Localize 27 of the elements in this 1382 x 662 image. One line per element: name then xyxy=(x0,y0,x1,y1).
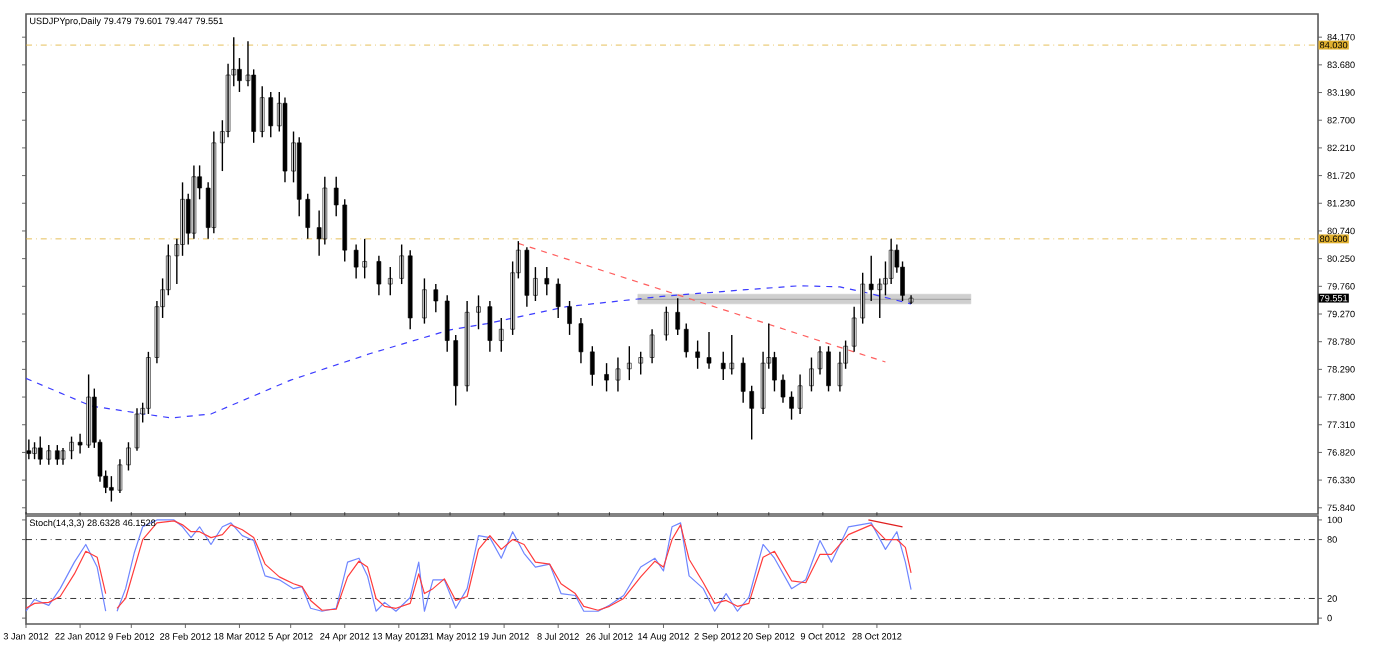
candlestick xyxy=(675,297,680,336)
candlestick xyxy=(604,362,609,393)
candlestick xyxy=(615,356,621,393)
candlestick xyxy=(60,447,66,466)
candlestick xyxy=(649,328,655,364)
candlestick xyxy=(638,351,644,376)
candlestick xyxy=(695,339,700,370)
candlestick xyxy=(683,322,689,359)
candlestick xyxy=(55,444,60,466)
candlestick xyxy=(590,345,595,387)
candlestick xyxy=(268,91,274,138)
candlestick xyxy=(37,435,43,466)
candlestick xyxy=(376,255,382,297)
candlestick xyxy=(476,294,481,330)
candlestick xyxy=(797,373,803,415)
candlestick xyxy=(567,300,572,336)
candlestick xyxy=(578,317,584,364)
candlestick xyxy=(399,243,404,285)
candlestick xyxy=(353,243,359,280)
candlestick xyxy=(664,305,669,342)
candlestick xyxy=(908,294,914,305)
candlestick xyxy=(544,266,550,297)
candlestick xyxy=(868,255,874,302)
candlestick xyxy=(706,331,712,370)
candlestick xyxy=(46,444,52,466)
candlestick xyxy=(387,266,393,297)
candlestick xyxy=(422,277,427,325)
